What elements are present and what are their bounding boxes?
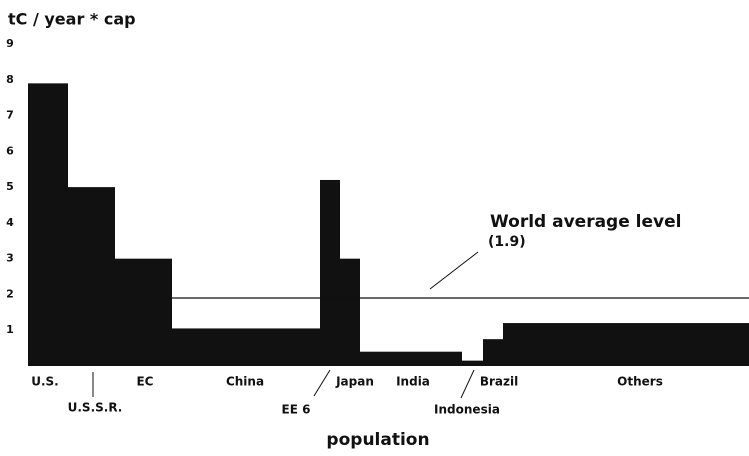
annotation-value: (1.9): [488, 234, 526, 250]
bar: [172, 328, 320, 366]
label-leader: [460, 369, 475, 399]
y-tick-label: 9: [6, 37, 14, 50]
bar: [503, 323, 749, 366]
bar: [28, 83, 68, 366]
y-tick-label: 5: [6, 180, 14, 193]
x-category-label: China: [226, 375, 264, 389]
bar: [320, 179, 340, 366]
bar: [483, 339, 503, 366]
x-axis-title: population: [326, 430, 429, 450]
x-category-label: EE 6: [282, 403, 311, 417]
y-tick-label: 2: [6, 287, 14, 300]
bar: [340, 258, 360, 366]
y-tick-label: 3: [6, 252, 14, 265]
bar: [115, 258, 172, 366]
x-category-label: Brazil: [480, 375, 518, 389]
x-category-label: EC: [136, 375, 153, 389]
y-tick-label: 4: [6, 216, 14, 229]
y-axis-title: tC / year * cap: [8, 10, 136, 29]
x-category-label: Indonesia: [434, 403, 500, 417]
x-category-label: U.S.: [31, 375, 59, 389]
y-tick-label: 6: [6, 144, 14, 157]
x-category-label: India: [396, 375, 430, 389]
bar: [68, 187, 115, 366]
x-category-label: Others: [617, 375, 663, 389]
annotation: World average level: [490, 212, 681, 232]
y-tick-label: 8: [6, 73, 14, 86]
bar: [462, 360, 483, 366]
x-category-label: Japan: [335, 375, 374, 389]
label-leader: [313, 369, 331, 397]
y-tick-label: 7: [6, 109, 14, 122]
bar: [360, 351, 462, 366]
annotation-leader: [429, 251, 479, 290]
x-category-label: U.S.S.R.: [68, 401, 123, 415]
y-tick-label: 1: [6, 323, 14, 336]
